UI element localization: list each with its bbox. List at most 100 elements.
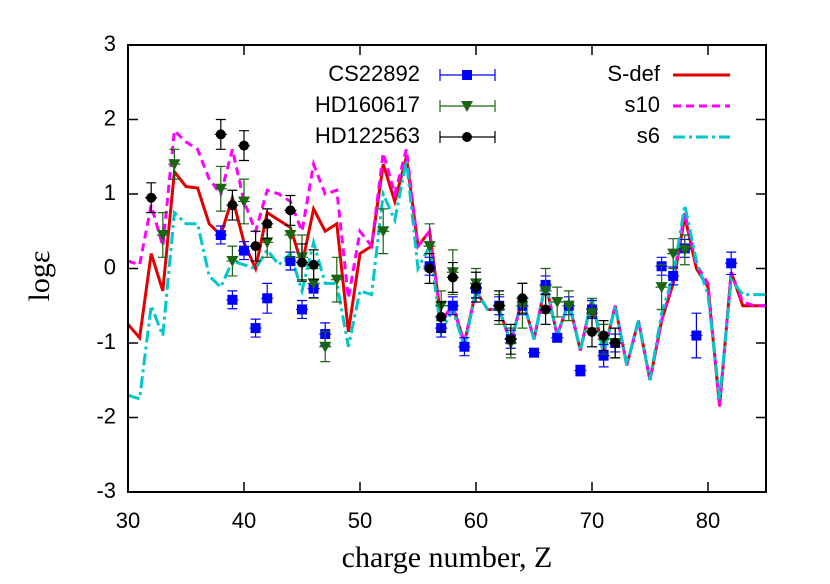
data-point	[238, 241, 250, 261]
marker	[308, 259, 319, 270]
legend-label: HD160617	[315, 92, 420, 117]
data-point	[226, 189, 239, 221]
marker	[227, 294, 238, 305]
x-tick-label: 30	[116, 508, 140, 533]
marker	[471, 282, 481, 293]
data-point	[470, 271, 482, 303]
y-tick-label: 1	[104, 180, 116, 205]
marker	[215, 229, 226, 240]
marker	[461, 101, 473, 112]
marker	[214, 183, 227, 195]
marker	[505, 334, 516, 345]
data-point	[296, 299, 308, 320]
data-point	[551, 332, 564, 343]
data-point	[423, 253, 436, 284]
data-point	[655, 264, 668, 311]
data-point	[214, 225, 227, 245]
marker	[262, 218, 273, 229]
data-point	[597, 343, 610, 368]
data-point	[504, 323, 517, 355]
data-point	[586, 316, 598, 348]
data-point	[261, 282, 274, 314]
marker	[462, 70, 472, 80]
marker	[250, 323, 261, 334]
data-point	[156, 212, 169, 258]
marker	[156, 229, 169, 241]
data-point	[284, 251, 297, 271]
data-point	[226, 290, 239, 310]
data-point	[516, 282, 529, 314]
data-point	[725, 251, 738, 276]
marker	[284, 229, 297, 241]
marker	[285, 256, 296, 267]
marker	[655, 282, 668, 294]
data-point	[551, 286, 564, 318]
marker	[668, 270, 679, 281]
data-point	[690, 312, 703, 359]
marker	[261, 237, 274, 249]
data-point	[609, 327, 622, 359]
marker	[239, 245, 249, 256]
data-point	[238, 130, 250, 162]
marker	[539, 285, 552, 297]
marker	[726, 258, 737, 269]
data-point	[238, 178, 250, 225]
data-point	[307, 249, 320, 281]
data-point	[284, 212, 297, 258]
legend-label: s10	[625, 92, 660, 117]
data-point	[249, 318, 262, 338]
data-point	[249, 230, 262, 262]
data-point	[446, 261, 459, 293]
marker	[250, 241, 261, 252]
marker	[330, 274, 343, 286]
marker	[227, 200, 238, 211]
data-point	[539, 293, 552, 325]
data-point	[214, 118, 227, 150]
marker	[494, 300, 505, 311]
data-point	[214, 165, 227, 212]
x-tick-label: 40	[232, 508, 256, 533]
legend-label: s6	[637, 123, 660, 148]
marker	[587, 326, 597, 337]
model-line	[128, 156, 766, 407]
marker	[146, 192, 157, 203]
y-tick-label: 2	[104, 105, 116, 130]
data-point	[528, 347, 540, 358]
marker	[215, 129, 226, 140]
data-point	[284, 194, 297, 226]
data-point	[307, 267, 320, 299]
marker	[424, 263, 435, 274]
x-tick-label: 70	[580, 508, 604, 533]
plot-frame	[127, 44, 767, 493]
marker	[307, 278, 320, 290]
marker	[540, 304, 551, 315]
y-tick-label: -2	[96, 403, 116, 428]
marker	[423, 241, 436, 253]
data-point	[377, 208, 390, 255]
data-point	[226, 245, 239, 277]
data-point	[296, 243, 308, 282]
marker	[262, 293, 273, 304]
x-axis-label: charge number, Z	[342, 541, 553, 574]
data-point	[667, 238, 680, 270]
data-point	[562, 290, 575, 322]
data-point	[319, 331, 332, 363]
marker	[598, 350, 609, 361]
marker	[586, 308, 598, 320]
marker	[552, 332, 563, 343]
marker	[517, 293, 528, 304]
data-point	[493, 290, 506, 322]
x-tick-label: 80	[696, 508, 720, 533]
data-point	[667, 266, 680, 286]
x-tick-label: 60	[464, 508, 488, 533]
marker	[447, 272, 458, 283]
data-point	[330, 256, 343, 303]
marker	[691, 330, 702, 341]
data-point	[574, 364, 587, 377]
legend-label: CS22892	[328, 61, 420, 86]
plot	[128, 118, 766, 407]
marker	[575, 365, 586, 376]
marker	[551, 297, 564, 309]
marker	[667, 248, 680, 260]
data-point	[261, 226, 274, 258]
